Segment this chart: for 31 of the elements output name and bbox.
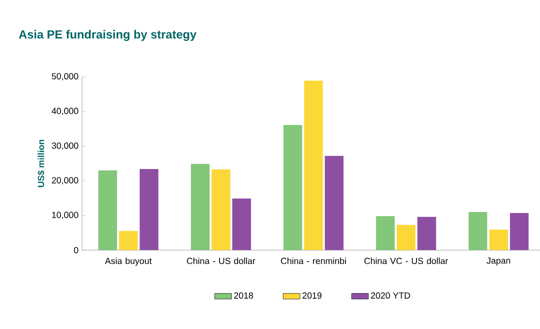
legend-label: 2020 YTD <box>371 292 410 299</box>
bar <box>283 125 302 250</box>
y-tick-label: 50,000 <box>52 73 78 81</box>
bar <box>212 169 230 250</box>
bar <box>417 216 436 250</box>
x-tick-label: China VC - US dollar <box>364 258 448 264</box>
y-tick-label: 30,000 <box>52 142 78 150</box>
y-tick-label: 40,000 <box>52 108 78 116</box>
bar <box>140 169 158 250</box>
bar <box>510 213 529 250</box>
bar <box>232 198 251 250</box>
chart-title: Asia PE fundraising by strategy <box>18 30 196 42</box>
bar <box>324 156 344 250</box>
bar <box>98 170 118 250</box>
bar <box>489 230 508 250</box>
legend-label: 2018 <box>234 292 254 299</box>
y-tick-label: 20,000 <box>52 177 78 185</box>
y-tick-label: 10,000 <box>52 212 78 220</box>
y-axis-title: US$ million <box>37 140 45 188</box>
y-tick-label: 0 <box>74 247 78 254</box>
x-tick-label: Japan <box>486 258 510 266</box>
bar <box>304 80 323 250</box>
bar <box>468 212 488 250</box>
x-tick-label: China - renminbi <box>280 258 346 264</box>
x-tick-label: Asia buyout <box>104 258 152 266</box>
bar <box>190 164 210 250</box>
legend-label: 2019 <box>302 292 322 299</box>
x-tick-label: China - US dollar <box>186 258 256 264</box>
bar <box>376 216 395 250</box>
bar <box>119 231 138 250</box>
bar <box>396 224 416 250</box>
